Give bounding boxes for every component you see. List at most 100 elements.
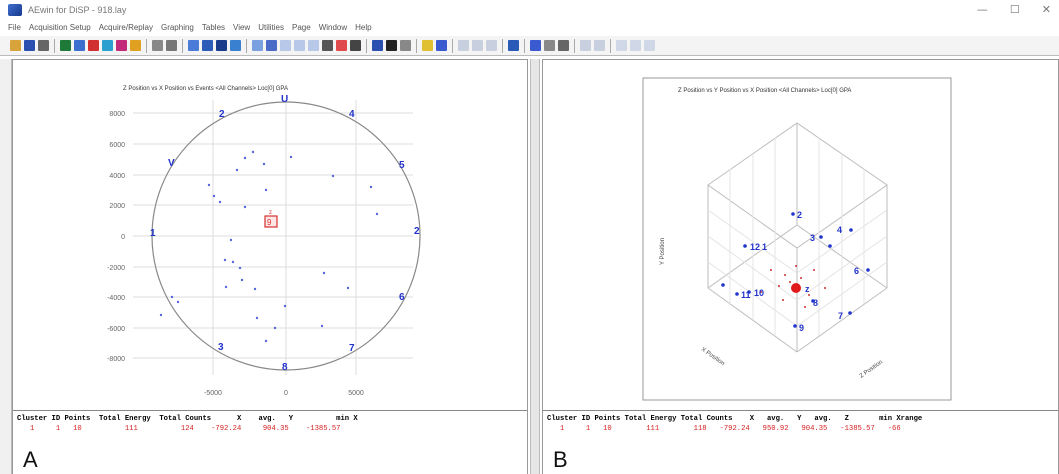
filter-icon[interactable] bbox=[102, 40, 113, 51]
toolbar-divider bbox=[246, 38, 247, 53]
timer-icon[interactable] bbox=[594, 40, 605, 51]
channel-icon[interactable] bbox=[88, 40, 99, 51]
graph-window-a[interactable]: Z Position vs X Position vs Events <All … bbox=[12, 59, 528, 474]
title-bar: AEwin for DiSP - 918.lay — ☐ ✕ bbox=[0, 0, 1059, 20]
print-icon[interactable] bbox=[38, 40, 49, 51]
table-header: Cluster ID Points Total Energy Total Cou… bbox=[17, 415, 358, 423]
zoom-in-icon[interactable] bbox=[280, 40, 291, 51]
cluster-view-icon[interactable] bbox=[544, 40, 555, 51]
close-button[interactable]: ✕ bbox=[1041, 3, 1051, 16]
toolbar-divider bbox=[146, 38, 147, 53]
step-icon[interactable] bbox=[508, 40, 519, 51]
menu-acquisition-setup[interactable]: Acquisition Setup bbox=[28, 23, 91, 32]
menu-window[interactable]: Window bbox=[318, 23, 348, 32]
layout-icon[interactable] bbox=[74, 40, 85, 51]
columns-icon[interactable] bbox=[400, 40, 411, 51]
channel-label: 1 bbox=[150, 228, 156, 239]
maximize-button[interactable]: ☐ bbox=[1009, 3, 1020, 16]
cluster-centroid[interactable] bbox=[791, 283, 801, 293]
toolbar-divider bbox=[182, 38, 183, 53]
x-tick-label: 5000 bbox=[348, 390, 364, 397]
y-tick-label: -6000 bbox=[107, 326, 125, 333]
table-icon[interactable] bbox=[216, 40, 227, 51]
setup-icon[interactable] bbox=[130, 40, 141, 51]
point-label: 11 bbox=[741, 290, 751, 300]
y-tick-label: 0 bbox=[121, 234, 125, 241]
cluster-marker[interactable] bbox=[264, 215, 278, 228]
open-icon[interactable] bbox=[10, 40, 21, 51]
pause-icon[interactable] bbox=[472, 40, 483, 51]
point-label: 4 bbox=[837, 225, 842, 235]
grid-icon[interactable] bbox=[188, 40, 199, 51]
cluster-table[interactable]: Cluster ID Points Total Energy Total Cou… bbox=[543, 410, 1058, 474]
3d-cluster-plot[interactable]: Y Position X Position Z Position 2 3 4 1… bbox=[543, 60, 1059, 405]
pane-label: B bbox=[553, 447, 568, 472]
export-icon[interactable] bbox=[350, 40, 361, 51]
save-icon[interactable] bbox=[24, 40, 35, 51]
menu-view[interactable]: View bbox=[233, 23, 251, 32]
disabled-tool-icon[interactable] bbox=[616, 40, 627, 51]
disabled-tool-icon[interactable] bbox=[644, 40, 655, 51]
cursor-icon[interactable] bbox=[230, 40, 241, 51]
point-label: 6 bbox=[854, 266, 859, 276]
copy-icon[interactable] bbox=[322, 40, 333, 51]
menu-help[interactable]: Help bbox=[355, 23, 372, 32]
y-axis-title: Y Position bbox=[660, 238, 666, 265]
window-icon[interactable] bbox=[386, 40, 397, 51]
stats-icon[interactable] bbox=[558, 40, 569, 51]
channel-label: 3 bbox=[218, 342, 224, 353]
whats-this-icon[interactable] bbox=[436, 40, 447, 51]
cluster-icon[interactable] bbox=[116, 40, 127, 51]
app-logo-icon bbox=[8, 4, 22, 16]
channel-label: 6 bbox=[399, 292, 405, 303]
table-header: Cluster ID Points Total Energy Total Cou… bbox=[547, 415, 923, 423]
table-row[interactable]: 1 1 10 111 118 -792.24 950.92 904.35 -13… bbox=[547, 425, 901, 433]
cluster-marker-label: 9 bbox=[267, 218, 272, 227]
z-vs-x-plot[interactable]: 8000 6000 4000 2000 0 -2000 -4000 -6000 … bbox=[13, 60, 529, 405]
clock-icon[interactable] bbox=[580, 40, 591, 51]
disabled-tool-icon[interactable] bbox=[630, 40, 641, 51]
table-row[interactable]: 1 1 10 111 124 -792.24 904.35 -1385.57 bbox=[17, 425, 341, 433]
toolbar bbox=[0, 36, 1059, 56]
graph-window-b[interactable]: Y Position X Position Z Position 2 3 4 1… bbox=[542, 59, 1059, 474]
point-label: 7 bbox=[838, 311, 843, 321]
point-label: 3 bbox=[810, 233, 815, 243]
menu-tables[interactable]: Tables bbox=[201, 23, 226, 32]
cluster-tag: z bbox=[269, 210, 272, 216]
record-icon[interactable] bbox=[336, 40, 347, 51]
y-tick-label: -8000 bbox=[107, 356, 125, 363]
cluster-table[interactable]: Cluster ID Points Total Energy Total Cou… bbox=[13, 410, 527, 474]
legend-icon[interactable] bbox=[202, 40, 213, 51]
zoom-out-icon[interactable] bbox=[294, 40, 305, 51]
vessel-boundary-circle bbox=[151, 101, 421, 371]
select-icon[interactable] bbox=[252, 40, 263, 51]
zoom-icon[interactable] bbox=[152, 40, 163, 51]
point-label: 8 bbox=[813, 298, 818, 308]
x-tick-label: 0 bbox=[284, 390, 288, 397]
toolbar-divider bbox=[502, 38, 503, 53]
channel-label: 8 bbox=[282, 362, 288, 373]
help-icon[interactable] bbox=[422, 40, 433, 51]
pane-splitter[interactable] bbox=[530, 59, 540, 474]
axes-icon[interactable] bbox=[166, 40, 177, 51]
stop-icon[interactable] bbox=[486, 40, 497, 51]
play-icon[interactable] bbox=[458, 40, 469, 51]
menu-page[interactable]: Page bbox=[292, 23, 311, 32]
channel-label: 7 bbox=[349, 343, 355, 354]
zoom-fit-icon[interactable] bbox=[308, 40, 319, 51]
table-view-icon[interactable] bbox=[530, 40, 541, 51]
pane-label: A bbox=[23, 447, 38, 472]
graph-icon[interactable] bbox=[60, 40, 71, 51]
toolbar-divider bbox=[452, 38, 453, 53]
channel-label: 2 bbox=[219, 109, 225, 120]
refresh-icon[interactable] bbox=[266, 40, 277, 51]
menu-file[interactable]: File bbox=[8, 23, 21, 32]
pages-icon[interactable] bbox=[372, 40, 383, 51]
menu-graphing[interactable]: Graphing bbox=[160, 23, 194, 32]
menu-utilities[interactable]: Utilities bbox=[258, 23, 284, 32]
channel-label: 4 bbox=[349, 109, 355, 120]
menu-acquire-replay[interactable]: Acquire/Replay bbox=[98, 23, 153, 32]
channel-label: U bbox=[281, 94, 288, 105]
minimize-button[interactable]: — bbox=[976, 3, 988, 16]
point-label: 10 bbox=[754, 288, 764, 298]
